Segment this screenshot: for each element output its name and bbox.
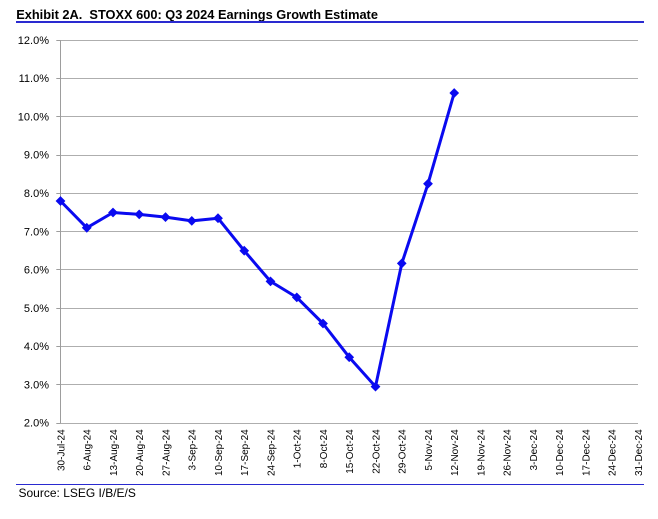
svg-text:29-Oct-24: 29-Oct-24 [398,429,409,474]
svg-text:1-Oct-24: 1-Oct-24 [293,429,304,468]
svg-text:7.0%: 7.0% [24,226,49,238]
svg-text:3.0%: 3.0% [24,379,49,391]
svg-text:12.0%: 12.0% [18,35,49,47]
svg-text:11.0%: 11.0% [19,73,50,85]
svg-text:3-Dec-24: 3-Dec-24 [529,429,540,471]
svg-text:24-Dec-24: 24-Dec-24 [608,429,619,476]
svg-text:4.0%: 4.0% [24,341,49,353]
svg-text:10-Sep-24: 10-Sep-24 [214,429,225,476]
svg-text:5.0%: 5.0% [24,303,49,315]
svg-text:6-Aug-24: 6-Aug-24 [83,429,94,471]
svg-text:31-Dec-24: 31-Dec-24 [634,429,645,476]
svg-text:19-Nov-24: 19-Nov-24 [476,429,487,476]
svg-text:5-Nov-24: 5-Nov-24 [424,429,435,471]
svg-text:24-Sep-24: 24-Sep-24 [266,429,277,476]
svg-text:30-Jul-24: 30-Jul-24 [56,429,67,471]
svg-text:17-Sep-24: 17-Sep-24 [240,429,251,476]
svg-text:6.0%: 6.0% [24,265,49,277]
svg-text:8-Oct-24: 8-Oct-24 [319,429,330,468]
svg-text:9.0%: 9.0% [24,150,49,162]
svg-text:3-Sep-24: 3-Sep-24 [188,429,199,471]
svg-text:8.0%: 8.0% [24,188,49,200]
svg-text:22-Oct-24: 22-Oct-24 [371,429,382,474]
svg-text:10.0%: 10.0% [18,112,49,124]
svg-text:26-Nov-24: 26-Nov-24 [503,429,514,476]
svg-text:17-Dec-24: 17-Dec-24 [581,429,592,476]
svg-text:2.0%: 2.0% [24,418,49,430]
svg-text:12-Nov-24: 12-Nov-24 [450,429,461,476]
svg-text:10-Dec-24: 10-Dec-24 [555,429,566,476]
svg-text:13-Aug-24: 13-Aug-24 [109,429,120,476]
svg-text:20-Aug-24: 20-Aug-24 [135,429,146,476]
svg-text:27-Aug-24: 27-Aug-24 [161,429,172,476]
svg-text:15-Oct-24: 15-Oct-24 [345,429,356,474]
